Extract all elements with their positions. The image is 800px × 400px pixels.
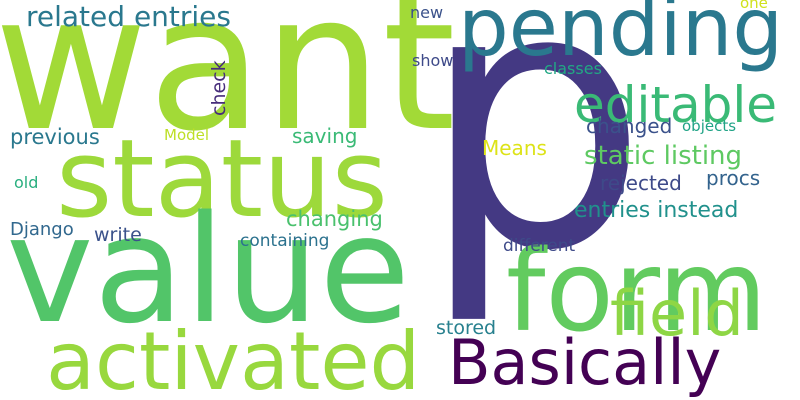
word-related-entries: related entries [26,0,231,33]
word-rejected: rejected [600,171,682,195]
word-changing: changing [286,207,383,231]
word-old: old [14,173,39,192]
word-form: form [506,227,768,357]
word-different: different [503,236,576,256]
word-static-listing: static listing [584,141,743,171]
word-field: field [610,277,744,350]
word-previous: previous [10,125,100,149]
word-editable: editable [574,76,778,134]
word-classes: classes [544,59,602,78]
word-show: show [412,51,454,70]
word-procs: procs [706,166,761,190]
word-model: Model [164,126,210,144]
word-write: write [94,224,142,246]
word-activated: activated [46,315,421,400]
word-containing: containing [240,231,330,251]
word-entries-instead: entries instead [574,198,739,223]
word-saving: saving [292,124,358,148]
word-objects: objects [682,117,737,135]
word-new: new [410,3,444,22]
word-one: one [740,0,768,12]
word-stored: stored [436,317,497,339]
word-means: Means [482,136,547,160]
word-value: value [6,184,411,356]
word-check: check [208,60,230,116]
word-basically: Basically [448,326,722,399]
word-changed: changed [586,114,673,138]
word-django: Django [10,219,74,240]
word-status: status [56,117,388,242]
word-want: want [0,0,456,173]
word-pending: pending [458,0,784,74]
word-p: p [420,0,649,329]
